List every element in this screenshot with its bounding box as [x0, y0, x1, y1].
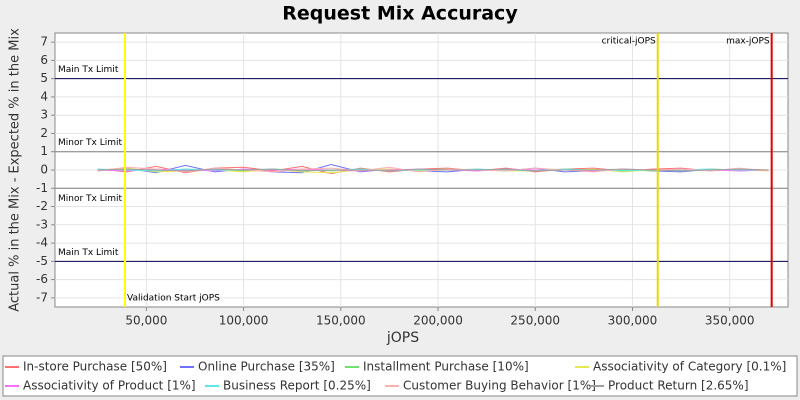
- legend-label: Associativity of Product [1%]: [23, 379, 196, 393]
- limit-label: Minor Tx Limit: [58, 194, 123, 204]
- y-tick-label: 3: [40, 108, 48, 122]
- x-tick-label: 350,000: [705, 314, 755, 328]
- legend-label: Associativity of Category [0.1%]: [593, 360, 786, 374]
- y-tick-label: -2: [36, 199, 48, 213]
- y-tick-label: 2: [40, 126, 48, 140]
- marker-label: Validation Start jOPS: [127, 294, 220, 304]
- marker-label: max-jOPS: [726, 37, 770, 47]
- legend-label: In-store Purchase [50%]: [23, 360, 167, 374]
- marker-label: critical-jOPS: [602, 37, 656, 47]
- legend-label: Installment Purchase [10%]: [363, 360, 529, 374]
- x-tick-label: 200,000: [413, 314, 463, 328]
- y-tick-label: -1: [36, 181, 48, 195]
- x-tick-label: 100,000: [219, 314, 269, 328]
- limit-label: Minor Tx Limit: [58, 138, 123, 148]
- x-axis-label: jOPS: [386, 330, 419, 346]
- y-tick-label: -6: [36, 272, 48, 286]
- legend-label: Product Return [2.65%]: [608, 379, 749, 393]
- y-tick-label: -7: [36, 290, 48, 304]
- y-tick-label: -4: [36, 236, 48, 250]
- y-tick-label: 5: [40, 71, 48, 85]
- x-tick-label: 50,000: [125, 314, 167, 328]
- x-tick-label: 150,000: [316, 314, 366, 328]
- legend-label: Online Purchase [35%]: [198, 360, 335, 374]
- y-tick-label: -3: [36, 217, 48, 231]
- y-axis-label: Actual % in the Mix - Expected % in the …: [8, 28, 23, 312]
- y-tick-label: 6: [40, 53, 48, 67]
- y-tick-label: 4: [40, 89, 48, 103]
- legend-label: Customer Buying Behavior [1%]: [403, 379, 596, 393]
- y-tick-label: 0: [40, 163, 48, 177]
- limit-label: Main Tx Limit: [58, 248, 119, 258]
- y-tick-label: 1: [40, 144, 48, 158]
- chart-title: Request Mix Accuracy: [282, 3, 518, 25]
- y-tick-label: -5: [36, 254, 48, 268]
- y-tick-label: 7: [40, 35, 48, 49]
- legend-label: Business Report [0.25%]: [223, 379, 371, 393]
- x-tick-label: 250,000: [510, 314, 560, 328]
- legend: [2, 355, 798, 397]
- limit-label: Main Tx Limit: [58, 65, 119, 75]
- x-tick-label: 300,000: [608, 314, 658, 328]
